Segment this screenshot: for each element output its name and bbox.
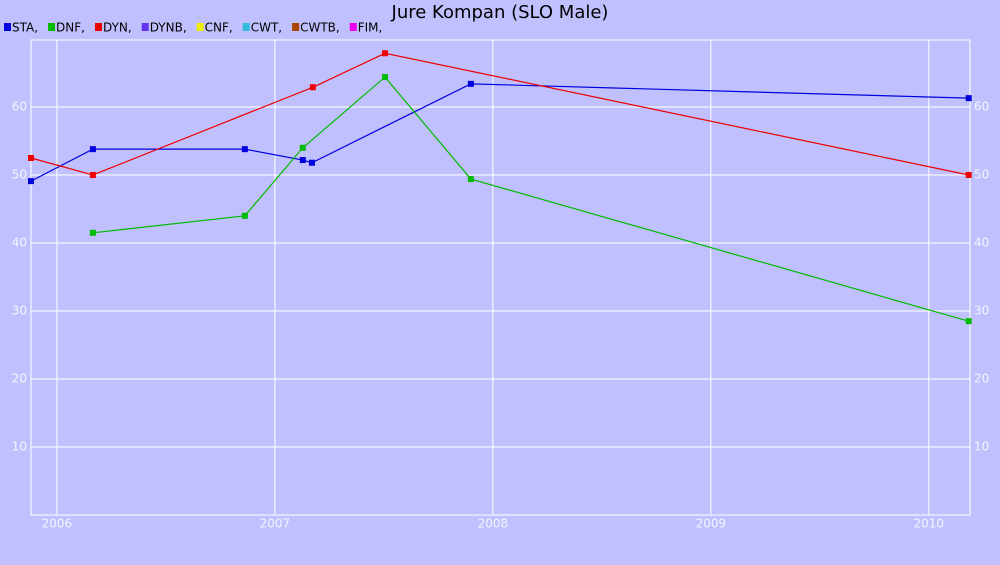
legend-swatch xyxy=(141,23,149,31)
legend-label: STA, xyxy=(12,21,38,35)
data-point xyxy=(965,171,972,178)
y-tick-label: 10 xyxy=(12,439,27,453)
series-line xyxy=(92,76,969,322)
legend-swatch xyxy=(48,23,56,31)
legend-swatch xyxy=(242,23,250,31)
y-tick-label: 40 xyxy=(12,235,27,249)
y2-tick-label: 30 xyxy=(974,303,989,317)
legend-label: CWTB, xyxy=(300,21,340,35)
legend-swatch xyxy=(349,23,357,31)
y2-tick-label: 10 xyxy=(974,439,989,453)
legend-label: CNF, xyxy=(205,21,233,35)
y-tick-label: 50 xyxy=(12,167,27,181)
y-tick-label: 30 xyxy=(12,303,27,317)
legend-label: CWT, xyxy=(251,21,282,35)
data-point xyxy=(89,171,96,178)
chart-title: Jure Kompan (SLO Male) xyxy=(391,2,609,23)
y-tick-label: 20 xyxy=(12,371,27,385)
data-point xyxy=(241,212,248,219)
legend-label: DYNB, xyxy=(150,21,187,35)
data-point xyxy=(965,318,972,325)
data-point xyxy=(89,229,96,236)
legend-swatch xyxy=(196,23,204,31)
data-point xyxy=(965,95,972,102)
data-point xyxy=(299,157,306,164)
data-point xyxy=(241,146,248,153)
y2-tick-label: 50 xyxy=(974,167,989,181)
y2-tick-label: 40 xyxy=(974,235,989,249)
data-point xyxy=(308,159,315,166)
x-tick-label: 2007 xyxy=(260,517,291,531)
data-point xyxy=(381,50,388,57)
x-tick-label: 2009 xyxy=(696,517,727,531)
legend-swatch xyxy=(4,23,11,31)
data-point xyxy=(28,178,34,185)
data-point xyxy=(28,154,34,161)
legend-label: DYN, xyxy=(103,21,132,35)
legend-swatch xyxy=(292,23,300,31)
data-point xyxy=(299,144,306,151)
x-tick-label: 2008 xyxy=(478,517,509,531)
y2-tick-label: 20 xyxy=(974,371,989,385)
legend-swatch xyxy=(94,23,102,31)
data-point xyxy=(381,74,388,81)
y2-tick-label: 60 xyxy=(974,99,989,113)
x-tick-label: 2010 xyxy=(914,517,945,531)
data-point xyxy=(89,146,96,153)
data-point xyxy=(467,176,474,183)
y-tick-label: 60 xyxy=(12,99,27,113)
x-tick-label: 2006 xyxy=(42,517,73,531)
plot-frame xyxy=(30,39,971,516)
data-point xyxy=(309,84,316,91)
data-point xyxy=(467,80,474,87)
legend-label: FIM, xyxy=(358,21,383,35)
legend-label: DNF, xyxy=(56,21,85,35)
